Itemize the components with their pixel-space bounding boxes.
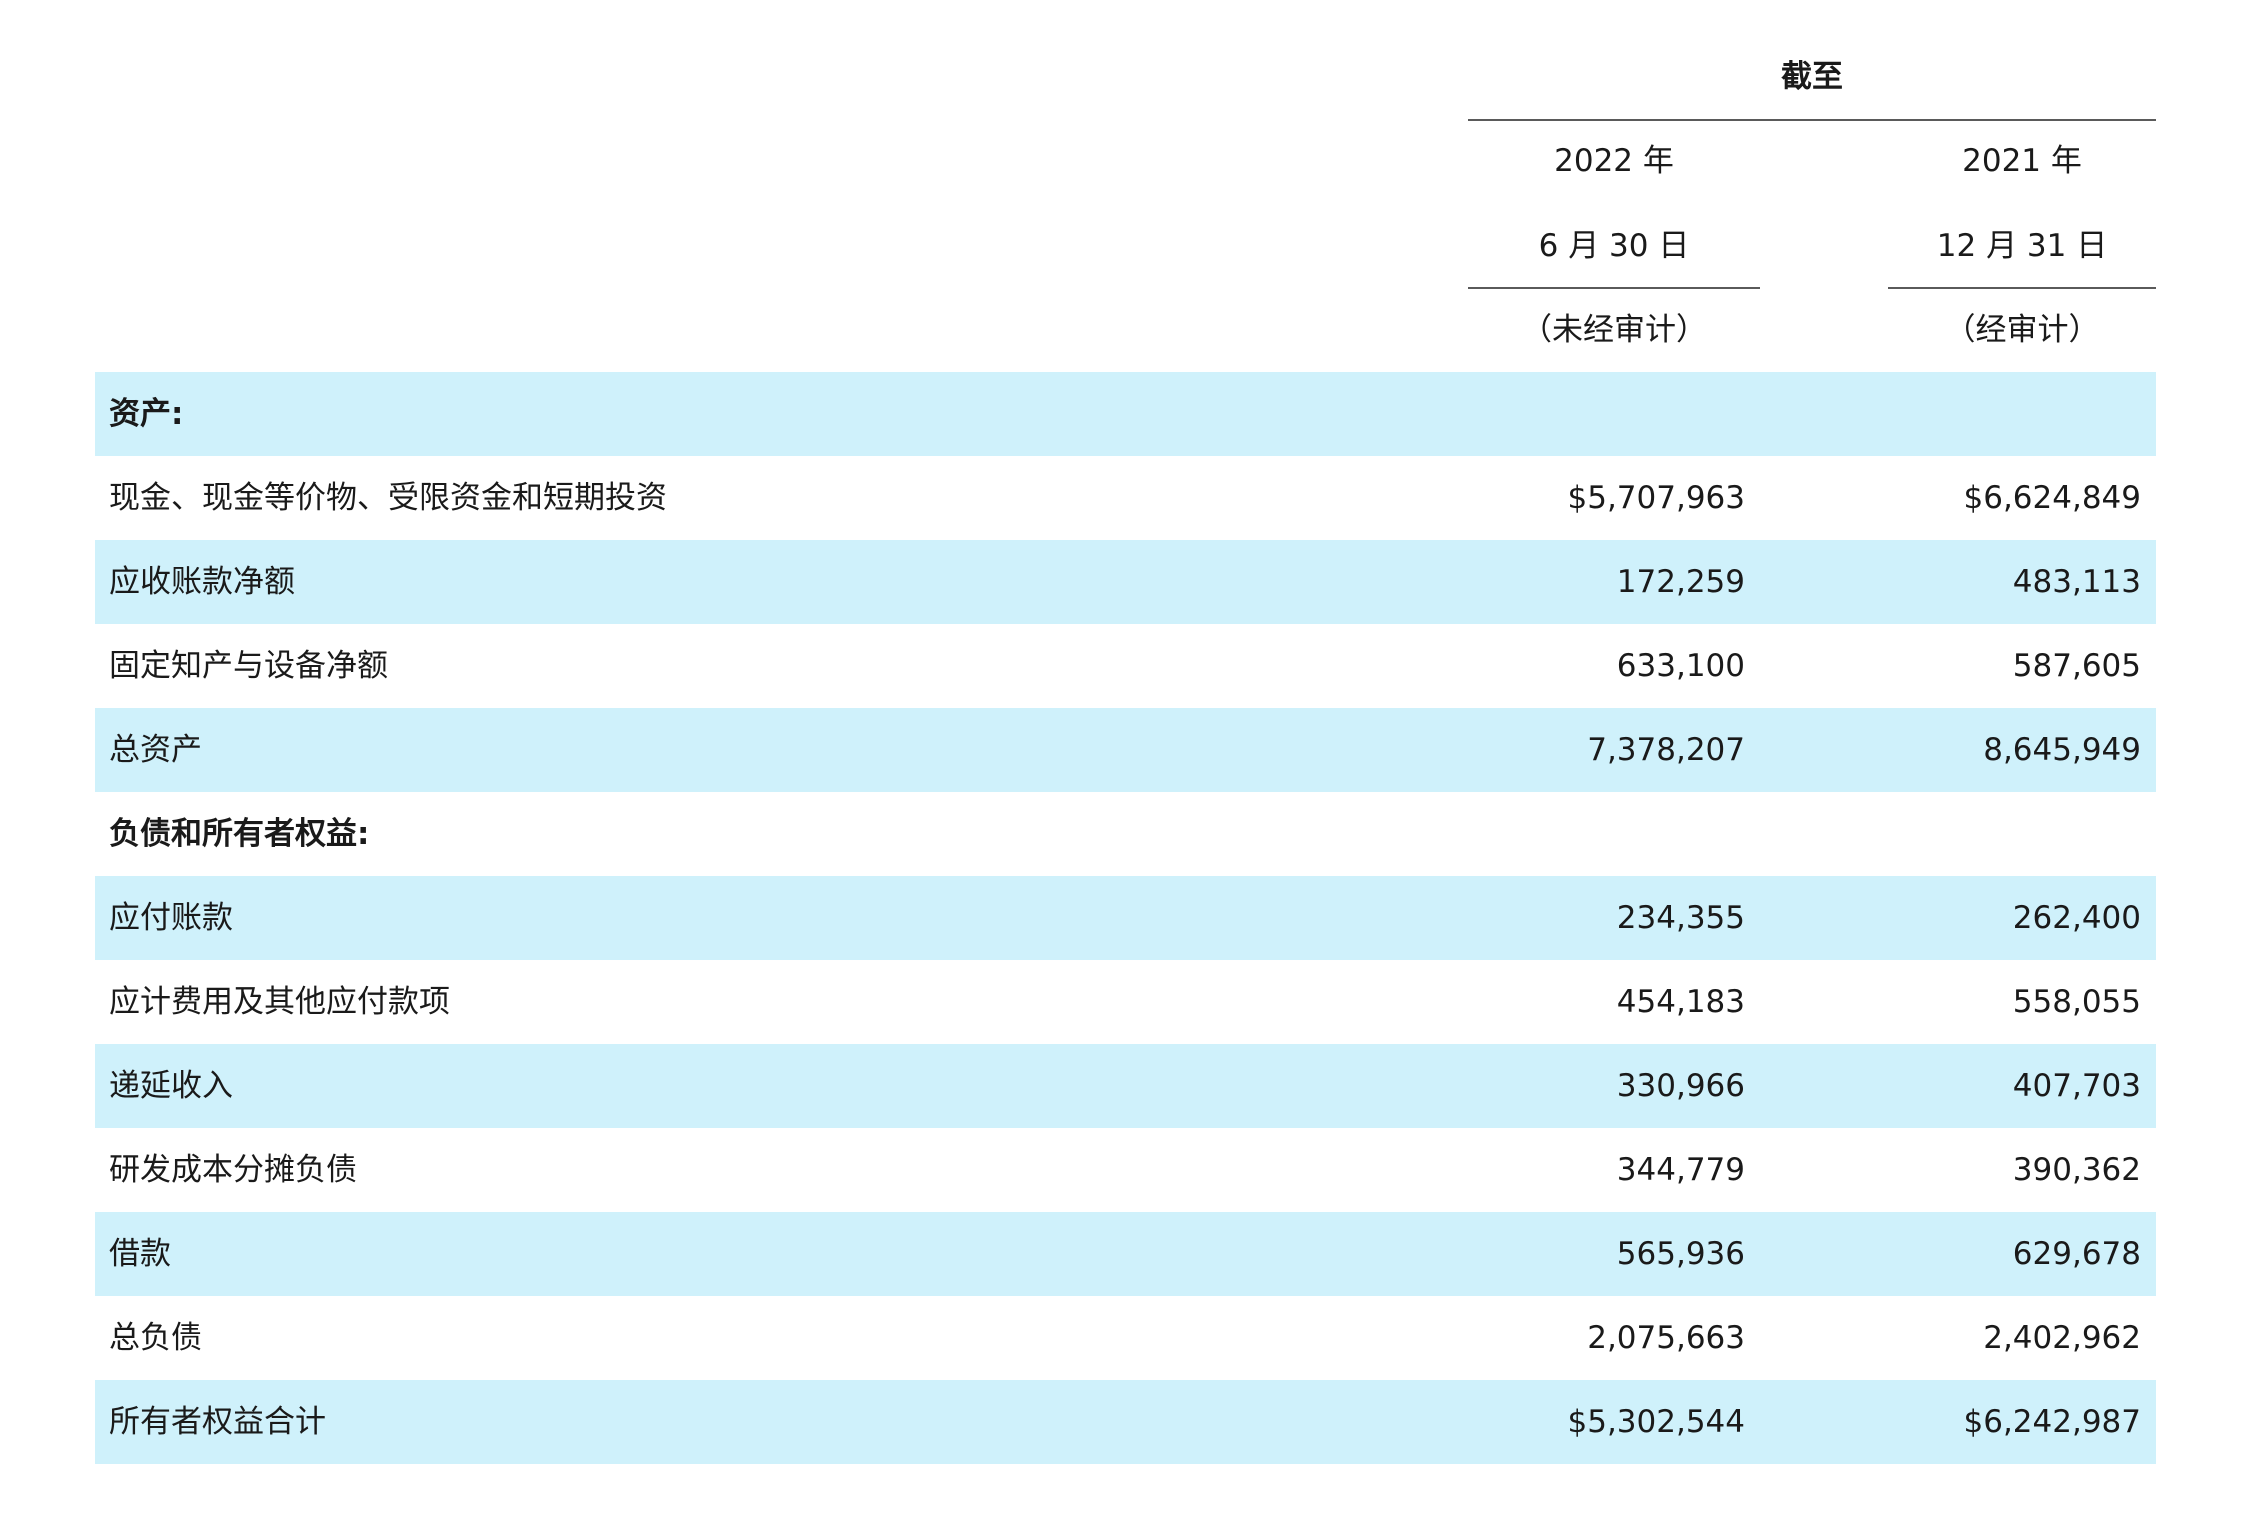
section-header-row: 负债和所有者权益: xyxy=(95,792,2156,876)
col2-audit-note: （经审计） xyxy=(1944,312,2100,348)
value-2022-06-30: 2,075,663 xyxy=(1587,1320,1745,1356)
row-label: 应计费用及其他应付款项 xyxy=(109,984,450,1020)
value-2022-06-30: 565,936 xyxy=(1616,1236,1745,1272)
table-row: 应付账款 234,355 262,400 xyxy=(95,876,2156,960)
value-2022-06-30: $5,302,544 xyxy=(1567,1404,1746,1440)
value-2021-12-31: 2,402,962 xyxy=(1983,1320,2141,1356)
value-2022-06-30: 172,259 xyxy=(1616,564,1745,600)
value-2021-12-31: 390,362 xyxy=(2012,1152,2141,1188)
value-2021-12-31: 262,400 xyxy=(2012,900,2141,936)
row-label: 总资产 xyxy=(109,732,202,768)
value-2022-06-30: 454,183 xyxy=(1616,984,1745,1020)
table-row: 应收账款净额 172,259 483,113 xyxy=(95,540,2156,624)
value-2021-12-31: 558,055 xyxy=(2012,984,2141,1020)
value-2021-12-31: $6,624,849 xyxy=(1963,480,2142,516)
value-2022-06-30: 234,355 xyxy=(1616,900,1745,936)
row-label: 所有者权益合计 xyxy=(109,1404,326,1440)
row-label: 固定知产与设备净额 xyxy=(109,648,388,684)
section-label: 资产: xyxy=(109,396,184,432)
row-label: 现金、现金等价物、受限资金和短期投资 xyxy=(109,480,667,516)
value-2022-06-30: $5,707,963 xyxy=(1567,480,1746,516)
value-2021-12-31: 587,605 xyxy=(2012,648,2141,684)
row-label: 应收账款净额 xyxy=(109,564,295,600)
table-row: 应计费用及其他应付款项 454,183 558,055 xyxy=(95,960,2156,1044)
table-row: 现金、现金等价物、受限资金和短期投资 $5,707,963 $6,624,849 xyxy=(95,456,2156,540)
col1-date: 6 月 30 日 xyxy=(1538,228,1690,264)
value-2022-06-30: 330,966 xyxy=(1616,1068,1745,1104)
value-2022-06-30: 344,779 xyxy=(1616,1152,1745,1188)
row-label: 递延收入 xyxy=(109,1068,233,1104)
value-2021-12-31: $6,242,987 xyxy=(1963,1404,2142,1440)
financial-table: 资产: 现金、现金等价物、受限资金和短期投资 $5,707,963 $6,624,84… xyxy=(95,372,2156,1464)
period-rule xyxy=(1468,119,2156,121)
table-row: 递延收入 330,966 407,703 xyxy=(95,1044,2156,1128)
row-label: 应付账款 xyxy=(109,900,233,936)
value-2021-12-31: 8,645,949 xyxy=(1983,732,2141,768)
value-2022-06-30: 633,100 xyxy=(1616,648,1745,684)
section-header-row: 资产: xyxy=(95,372,2156,456)
table-row: 研发成本分摊负债 344,779 390,362 xyxy=(95,1128,2156,1212)
table-row: 固定知产与设备净额 633,100 587,605 xyxy=(95,624,2156,708)
table-row: 总负债 2,075,663 2,402,962 xyxy=(95,1296,2156,1380)
value-2022-06-30: 7,378,207 xyxy=(1587,732,1745,768)
row-label: 总负债 xyxy=(109,1320,202,1356)
value-2021-12-31: 407,703 xyxy=(2012,1068,2141,1104)
col2-date: 12 月 31 日 xyxy=(1936,228,2108,264)
table-row: 所有者权益合计 $5,302,544 $6,242,987 xyxy=(95,1380,2156,1464)
col2-year: 2021 年 xyxy=(1962,143,2082,179)
table-row: 总资产 7,378,207 8,645,949 xyxy=(95,708,2156,792)
table-row: 借款 565,936 629,678 xyxy=(95,1212,2156,1296)
col2-rule xyxy=(1888,287,2156,289)
value-2021-12-31: 483,113 xyxy=(2012,564,2141,600)
col1-rule xyxy=(1468,287,1760,289)
row-label: 研发成本分摊负债 xyxy=(109,1152,357,1188)
period-label: 截至 xyxy=(1781,59,1843,95)
col1-year: 2022 年 xyxy=(1554,143,1674,179)
col1-audit-note: （未经审计） xyxy=(1521,312,1707,348)
section-label: 负债和所有者权益: xyxy=(109,816,370,852)
row-label: 借款 xyxy=(109,1236,171,1272)
value-2021-12-31: 629,678 xyxy=(2012,1236,2141,1272)
